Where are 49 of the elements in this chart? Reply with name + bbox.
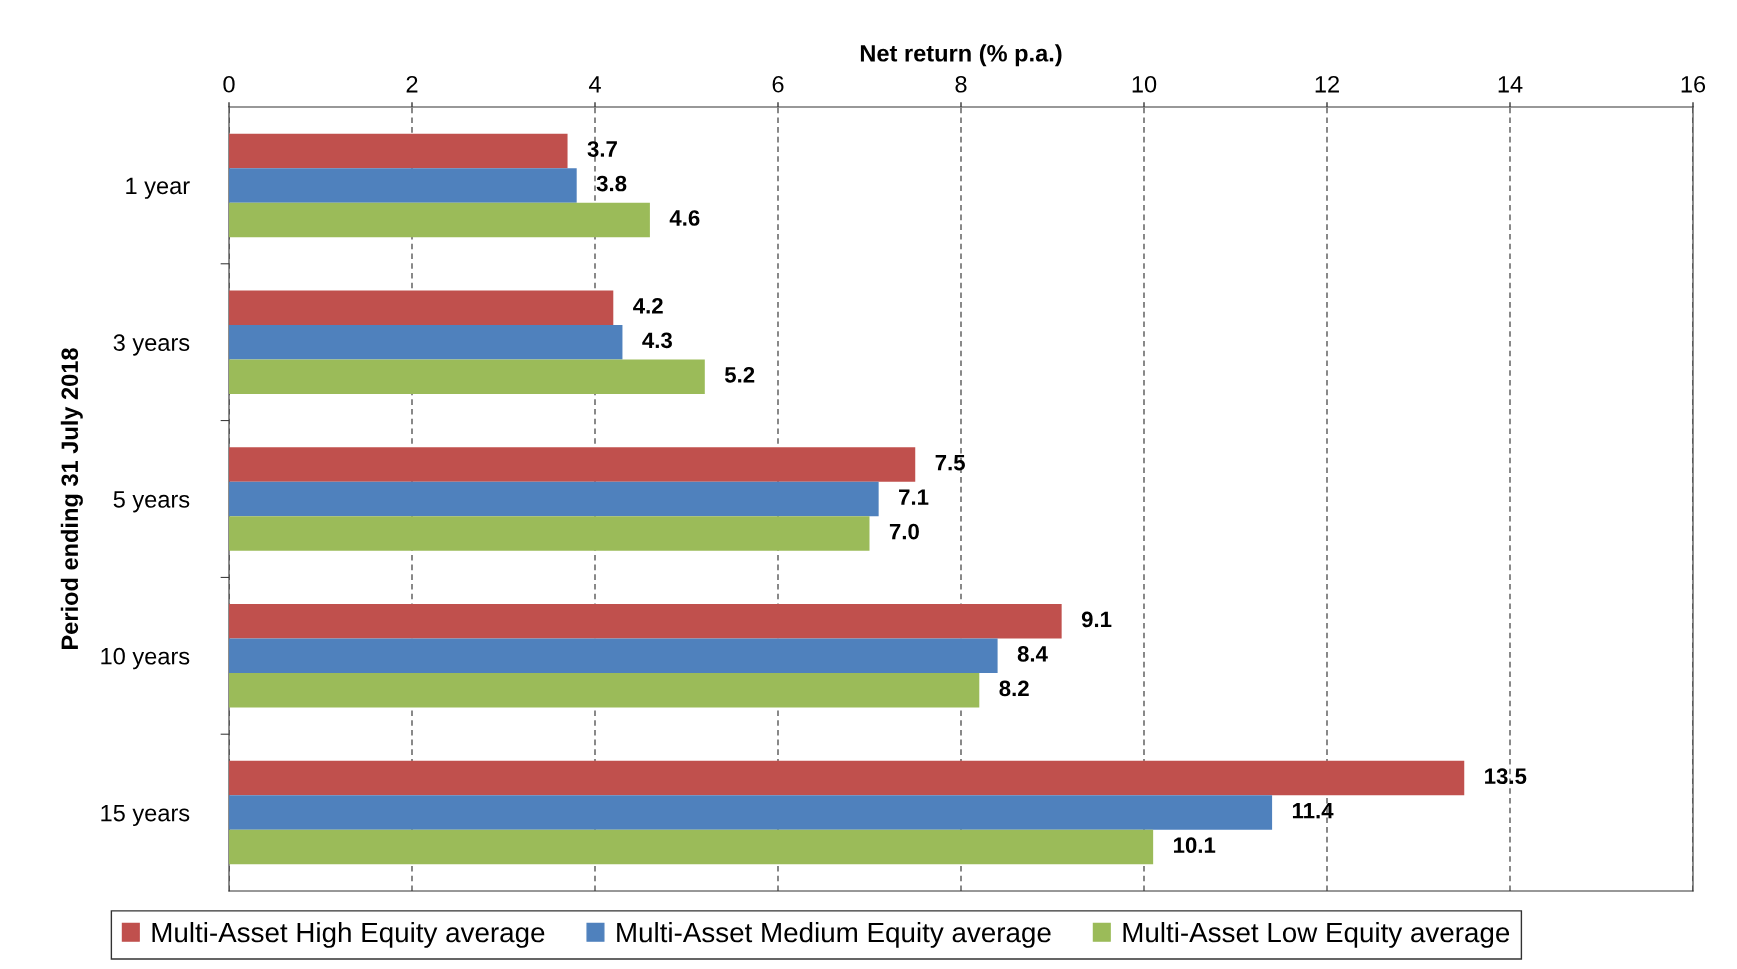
- bar: [229, 760, 1465, 796]
- data-label: 4.6: [669, 210, 700, 226]
- bar: [229, 673, 980, 708]
- data-label: 4.2: [633, 297, 663, 314]
- x-tick-label: 16: [1681, 75, 1706, 93]
- x-tick-label: 6: [772, 75, 784, 93]
- bar: [229, 290, 614, 325]
- x-tick-label: 14: [1498, 76, 1523, 93]
- bar: [229, 481, 879, 517]
- y-axis-title: Period ending 31 July 2018: [60, 348, 83, 649]
- y-tick-label: 10 years: [101, 647, 190, 670]
- data-label: 3.8: [596, 175, 627, 192]
- x-tick-label: 12: [1315, 75, 1339, 93]
- bar: [229, 324, 623, 360]
- legend-label: Multi-Asset Medium Equity average: [617, 921, 1051, 948]
- data-label: 4.3: [642, 332, 672, 349]
- x-tick-label: 10: [1132, 75, 1157, 93]
- data-label: 7.0: [889, 523, 919, 540]
- y-tick-label: 5 years: [113, 491, 190, 513]
- data-label: 11.4: [1292, 803, 1334, 819]
- data-label: 7.1: [899, 489, 929, 505]
- data-label: 3.7: [587, 141, 617, 157]
- y-tick-label: 15 years: [101, 804, 190, 827]
- bar: [229, 795, 1273, 830]
- data-label: 8.2: [999, 680, 1029, 697]
- y-tick-label: 3 years: [113, 334, 190, 356]
- legend-label: Multi-Asset Low Equity average: [1123, 921, 1510, 948]
- bar: [229, 202, 650, 238]
- bar: [229, 638, 998, 674]
- x-tick-label: 0: [223, 75, 235, 93]
- bar: [229, 829, 1154, 865]
- bar: [229, 168, 577, 203]
- x-tick-label: 2: [406, 75, 418, 93]
- bar: [229, 516, 870, 551]
- x-tick-label: 8: [955, 75, 967, 93]
- y-tick-label: 1 year: [126, 177, 190, 199]
- x-axis-title: Net return (% p.a.): [860, 44, 1062, 67]
- bar: [229, 359, 705, 394]
- data-label: 9.1: [1081, 611, 1112, 628]
- bar: [229, 604, 1062, 639]
- x-tick-label: 4: [588, 76, 601, 93]
- data-label: 8.4: [1017, 646, 1048, 662]
- data-label: 13.5: [1485, 768, 1527, 785]
- bar: [229, 447, 916, 482]
- data-label: 5.2: [724, 366, 755, 383]
- legend-label: Multi-Asset High Equity average: [152, 921, 545, 948]
- bar: [229, 133, 568, 169]
- data-label: 7.5: [935, 454, 965, 471]
- data-label: 10.1: [1173, 837, 1216, 854]
